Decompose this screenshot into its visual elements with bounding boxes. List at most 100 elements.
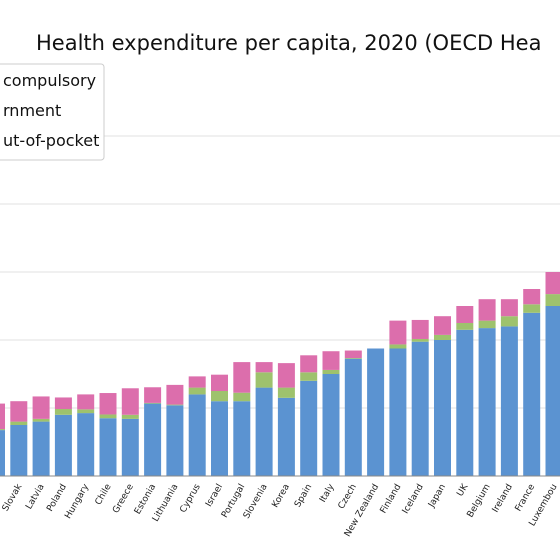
bar-segment-3-hungary <box>77 394 95 410</box>
bar-segment-1-belgium <box>478 328 496 476</box>
bar-segment-1-lithuania <box>166 405 184 476</box>
x-tick-label: UK <box>455 482 470 499</box>
bar-segment-1-israel <box>211 401 228 476</box>
bar-segment-3-chile <box>99 393 117 415</box>
bar-segment-2-japan <box>434 334 451 340</box>
bar-segment-3-portugal <box>233 362 251 393</box>
x-tick-label: Finland <box>379 483 404 516</box>
x-tick-label: Spain <box>293 483 314 510</box>
bar-segment-1-portugal <box>233 401 251 476</box>
bar-segment-2-czech <box>344 358 362 359</box>
legend-box <box>0 63 105 161</box>
legend: compulsory rnment ut-of-pocket <box>0 63 105 161</box>
bar-segment-1-uk <box>456 329 474 476</box>
bar-segment-1-finland <box>389 348 407 476</box>
legend-label-3: ut-of-pocket <box>3 131 99 150</box>
bar-segment-3-slovak <box>10 401 28 422</box>
bar-segment-1-slovak <box>10 425 28 476</box>
legend-label-1: compulsory <box>3 71 96 90</box>
bar-segment-3-israel <box>211 374 228 391</box>
bar-segment-2-korea <box>277 387 295 398</box>
bar-segment-1-hungary <box>77 413 95 476</box>
bar-segment-2-france <box>523 304 541 313</box>
bar-segment-1-korea <box>277 397 295 476</box>
bar-segment-2-lithuania <box>166 404 184 406</box>
bar-segment-3-nia <box>0 403 5 430</box>
legend-label-2: rnment <box>3 101 61 120</box>
x-tick-label: Chile <box>94 482 114 507</box>
bar-segment-3-france <box>523 289 541 305</box>
bar-segment-3-poland <box>54 397 72 410</box>
bars <box>0 272 560 476</box>
bar-segment-2-belgium <box>478 320 496 329</box>
x-tick-label: Poland <box>45 483 69 514</box>
bar-segment-1-poland <box>54 414 72 476</box>
x-tick-label: Korea <box>271 483 292 510</box>
x-tick-label: Italy <box>318 482 337 504</box>
bar-segment-1-iceland <box>411 341 429 476</box>
x-tick-label: Japan <box>426 483 448 511</box>
bar-segment-2-iceland <box>411 338 429 342</box>
bar-segment-1-czech <box>344 358 362 476</box>
bar-segment-2-greece <box>121 414 139 419</box>
bar-segment-3-korea <box>277 363 295 388</box>
bar-segment-2-poland <box>54 409 72 415</box>
bar-segment-1-luxembou <box>545 306 560 476</box>
x-tick-label: Latvia <box>24 483 46 512</box>
x-tick-label: Ireland <box>491 483 515 515</box>
bar-segment-1-ireland <box>500 326 518 476</box>
bar-segment-2-uk <box>456 323 474 330</box>
bar-segment-3-iceland <box>411 319 429 339</box>
x-tick-label: Iceland <box>401 483 426 516</box>
bar-segment-1-italy <box>322 374 340 476</box>
bar-segment-1-cyprus <box>188 394 206 476</box>
bar-segment-3-greece <box>121 388 139 415</box>
bar-segment-3-japan <box>434 316 451 335</box>
bar-segment-2-chile <box>99 414 117 419</box>
bar-segment-2-israel <box>211 391 228 402</box>
bar-segment-3-luxembou <box>545 272 560 295</box>
bar-segment-3-estonia <box>144 387 162 403</box>
bar-segment-2-italy <box>322 369 340 374</box>
bar-segment-3-lithuania <box>166 384 184 405</box>
bar-segment-1-estonia <box>144 403 162 476</box>
bar-segment-3-italy <box>322 351 340 370</box>
x-tick-label: France <box>514 482 538 513</box>
bar-segment-1-slovenia <box>255 387 273 476</box>
bar-segment-2-cyprus <box>188 387 206 395</box>
bar-segment-2-slovenia <box>255 372 273 388</box>
bar-segment-3-latvia <box>32 396 50 419</box>
x-tick-label: nia <box>0 483 2 500</box>
bar-segment-2-estonia <box>144 402 162 404</box>
x-tick-label: Cyprus <box>178 482 203 514</box>
bar-segment-2-luxembou <box>545 294 560 306</box>
bar-segment-2-latvia <box>32 418 50 422</box>
bar-segment-1-greece <box>121 418 139 476</box>
bar-segment-2-nia <box>0 429 5 431</box>
bar-segment-3-ireland <box>500 299 518 317</box>
chart-title: Health expenditure per capita, 2020 (OEC… <box>36 31 541 55</box>
bar-segment-3-finland <box>389 320 407 345</box>
bar-segment-1-japan <box>434 340 451 476</box>
bar-segment-2-ireland <box>500 316 518 327</box>
bar-segment-1-spain <box>300 380 318 476</box>
bar-segment-2-hungary <box>77 409 95 414</box>
bar-segment-1-nia <box>0 430 5 476</box>
x-tick-label: Czech <box>337 483 359 512</box>
bar-segment-2-slovak <box>10 421 28 425</box>
bar-segment-2-finland <box>389 344 407 349</box>
x-tick-label: Israel <box>204 483 225 509</box>
bar-segment-1-chile <box>99 418 117 476</box>
bar-segment-3-cyprus <box>188 376 206 388</box>
bar-segment-3-belgium <box>478 299 496 321</box>
bar-segment-3-uk <box>456 306 474 323</box>
x-tick-label: Slovak <box>1 482 25 513</box>
bar-segment-2-portugal <box>233 392 251 402</box>
bar-segment-1-new-zealand <box>367 348 385 476</box>
bar-segment-3-czech <box>344 350 362 359</box>
bar-segment-1-latvia <box>32 421 50 476</box>
bar-segment-3-spain <box>300 355 318 373</box>
bar-segment-2-spain <box>300 372 318 381</box>
